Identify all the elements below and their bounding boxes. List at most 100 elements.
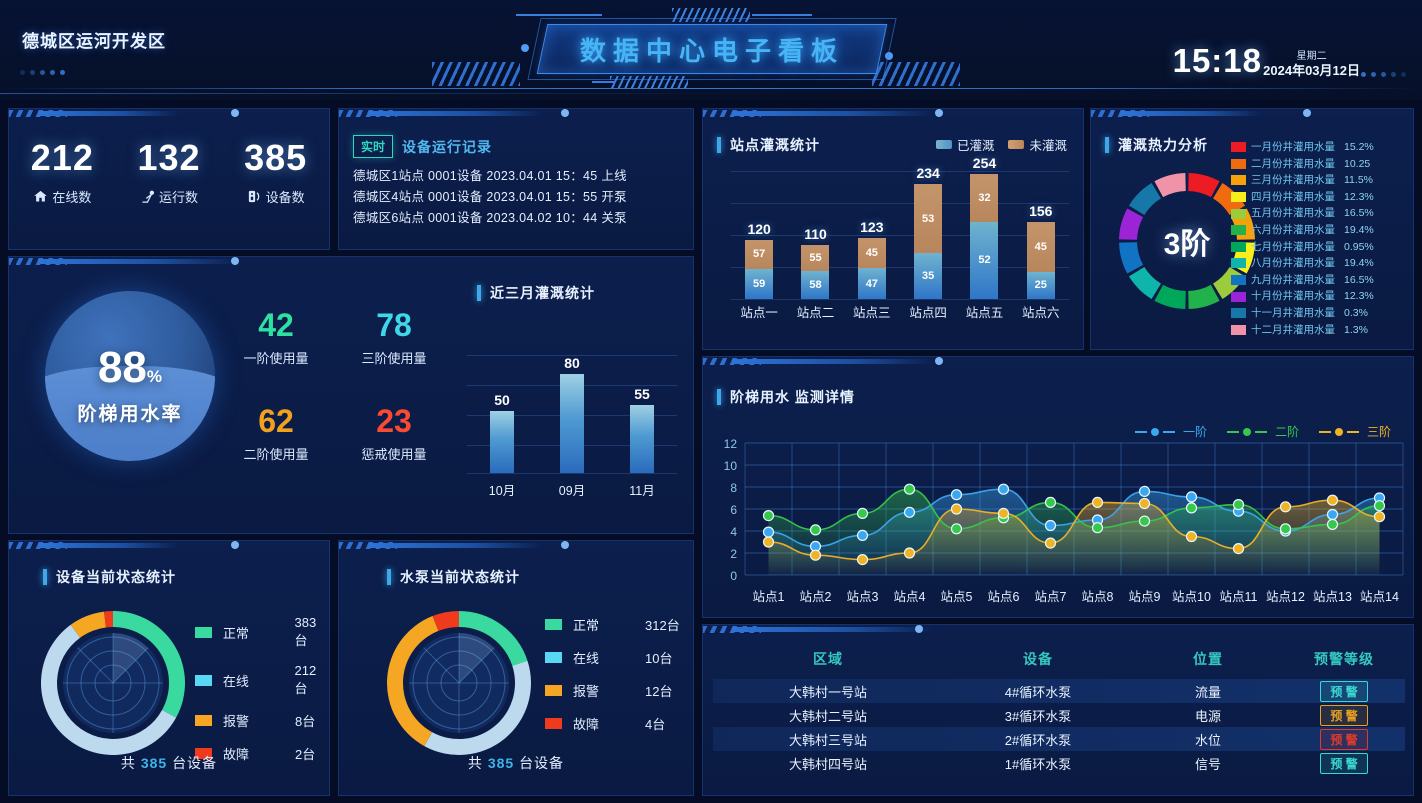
series-point[interactable] <box>1091 522 1104 534</box>
series-point[interactable] <box>903 506 916 518</box>
heat-donut-segment[interactable] <box>1128 182 1161 215</box>
legend-item[interactable]: 报警 8台 <box>195 711 329 730</box>
list-item[interactable]: 德城区6站点 0001设备 2023.04.02 10：44 关泵 <box>353 211 627 225</box>
month-bar[interactable]: 50 <box>475 349 529 473</box>
series-point[interactable] <box>762 536 775 548</box>
series-point[interactable] <box>1091 496 1104 509</box>
month-bar[interactable]: 55 <box>615 349 669 473</box>
legend-item[interactable]: 一月份井灌用水量 15.2% <box>1231 139 1407 156</box>
status-donut-segment[interactable] <box>387 616 439 747</box>
legend-item[interactable]: 十月份井灌用水量 12.3% <box>1231 288 1407 305</box>
series-point[interactable] <box>856 507 869 520</box>
series-point[interactable] <box>1232 498 1245 511</box>
status-badge[interactable]: 预 警 <box>1320 680 1368 702</box>
series-point[interactable] <box>1044 496 1057 509</box>
status-donut-segment[interactable] <box>459 611 528 666</box>
series-point[interactable] <box>856 529 869 542</box>
legend-item[interactable]: 六月份井灌用水量 19.4% <box>1231 222 1407 239</box>
legend-item[interactable]: 九月份井灌用水量 16.5% <box>1231 272 1407 289</box>
table-row[interactable]: 大韩村三号站 2#循环水泵 水位 预 警 <box>713 727 1405 751</box>
status-badge[interactable]: 预 警 <box>1320 752 1368 774</box>
table-row[interactable]: 大韩村一号站 4#循环水泵 流量 预 警 <box>713 679 1405 703</box>
station-bar[interactable]: 156 45 25 <box>1022 171 1060 299</box>
status-donut-segment[interactable] <box>424 660 531 755</box>
heat-donut-segment[interactable] <box>1119 208 1144 240</box>
legend-item[interactable]: 报警 12台 <box>545 681 680 700</box>
kpi-tier1-label: 一阶使用量 <box>243 351 309 366</box>
series-point[interactable] <box>1044 519 1057 532</box>
series-point[interactable] <box>1138 497 1151 510</box>
heat-donut-segment[interactable] <box>1213 182 1246 215</box>
series-point[interactable] <box>809 524 822 536</box>
series-point[interactable] <box>1185 530 1198 543</box>
series-point[interactable] <box>1044 537 1057 549</box>
station-bar[interactable]: 234 53 35 <box>909 165 947 299</box>
series-point[interactable] <box>1326 508 1339 521</box>
series-point[interactable] <box>1138 515 1151 527</box>
legend-item[interactable]: 正常 383台 <box>195 615 329 649</box>
series-point[interactable] <box>1279 523 1292 535</box>
legend-item[interactable]: 故障 4台 <box>545 714 680 733</box>
series-point[interactable] <box>950 523 963 535</box>
legend-item[interactable]: 二阶 <box>1226 423 1299 440</box>
month-bar[interactable]: 80 <box>545 349 599 473</box>
heat-donut-segment[interactable] <box>1188 173 1220 198</box>
legend-item[interactable]: 十一月井灌用水量 0.3% <box>1231 305 1407 322</box>
status-donut-segment[interactable] <box>103 611 113 628</box>
station-bar[interactable]: 110 55 58 <box>796 171 834 299</box>
series-point[interactable] <box>1326 518 1339 531</box>
list-item[interactable]: 德城区4站点 0001设备 2023.04.01 15：55 开泵 <box>353 190 627 204</box>
series-point[interactable] <box>762 509 775 522</box>
station-bar[interactable]: 123 45 47 <box>853 171 891 299</box>
robot-arm-icon <box>142 190 155 203</box>
legend-item[interactable]: 在线 10台 <box>545 648 680 667</box>
legend-item[interactable]: 在线 212台 <box>195 663 329 697</box>
legend-item-not-irrigated[interactable]: 未灌溉 <box>1008 135 1067 154</box>
heat-donut-segment[interactable] <box>1119 242 1144 274</box>
heat-donut-segment[interactable] <box>1154 173 1186 198</box>
series-point[interactable] <box>762 526 775 538</box>
legend-item[interactable]: 三阶 <box>1318 423 1391 440</box>
series-point[interactable] <box>1326 494 1339 506</box>
series-point[interactable] <box>903 547 916 559</box>
legend-item[interactable]: 三月份井灌用水量 11.5% <box>1231 172 1407 189</box>
series-point[interactable] <box>1185 502 1198 514</box>
table-row[interactable]: 大韩村四号站 1#循环水泵 信号 预 警 <box>713 751 1405 775</box>
series-point[interactable] <box>997 507 1010 520</box>
status-donut-segment[interactable] <box>70 611 106 638</box>
series-point[interactable] <box>1373 500 1386 512</box>
legend-item[interactable]: 正常 312台 <box>545 615 680 634</box>
legend-item[interactable]: 一阶 <box>1134 423 1207 440</box>
heat-donut-segment[interactable] <box>1128 267 1161 300</box>
series-point[interactable] <box>950 489 963 501</box>
legend-item[interactable]: 八月份井灌用水量 19.4% <box>1231 255 1407 272</box>
station-bar[interactable]: 254 32 52 <box>965 155 1003 299</box>
legend-item[interactable]: 故障 2台 <box>195 744 329 763</box>
legend-item[interactable]: 十二月井灌用水量 1.3% <box>1231 322 1407 339</box>
table-row[interactable]: 大韩村二号站 3#循环水泵 电源 预 警 <box>713 703 1405 727</box>
list-item[interactable]: 德城区1站点 0001设备 2023.04.01 15：45 上线 <box>353 169 627 183</box>
series-point[interactable] <box>856 553 869 566</box>
series-point[interactable] <box>809 549 822 561</box>
series-point[interactable] <box>997 483 1010 495</box>
series-point[interactable] <box>1138 485 1151 498</box>
legend-item[interactable]: 四月份井灌用水量 12.3% <box>1231 189 1407 206</box>
series-point[interactable] <box>903 483 916 495</box>
station-bar[interactable]: 120 57 59 <box>740 171 778 299</box>
heat-donut-segment[interactable] <box>1188 284 1220 309</box>
legend-item[interactable]: 二月份井灌用水量 10.25 <box>1231 156 1407 173</box>
legend-item[interactable]: 五月份井灌用水量 16.5% <box>1231 205 1407 222</box>
series-point[interactable] <box>1279 501 1292 513</box>
status-donut-segment[interactable] <box>432 611 459 631</box>
status-donut-segment[interactable] <box>113 611 185 718</box>
series-point[interactable] <box>1373 511 1386 523</box>
status-badge[interactable]: 预 警 <box>1320 704 1368 726</box>
heat-donut-segment[interactable] <box>1154 284 1186 309</box>
legend-item-irrigated[interactable]: 已灌溉 <box>935 135 994 154</box>
series-point[interactable] <box>1232 542 1245 555</box>
legend-item[interactable]: 七月份井灌用水量 0.95% <box>1231 239 1407 256</box>
radar-ring <box>412 636 506 730</box>
status-badge[interactable]: 预 警 <box>1320 728 1368 750</box>
series-point[interactable] <box>950 503 963 515</box>
series-point[interactable] <box>1185 491 1198 503</box>
